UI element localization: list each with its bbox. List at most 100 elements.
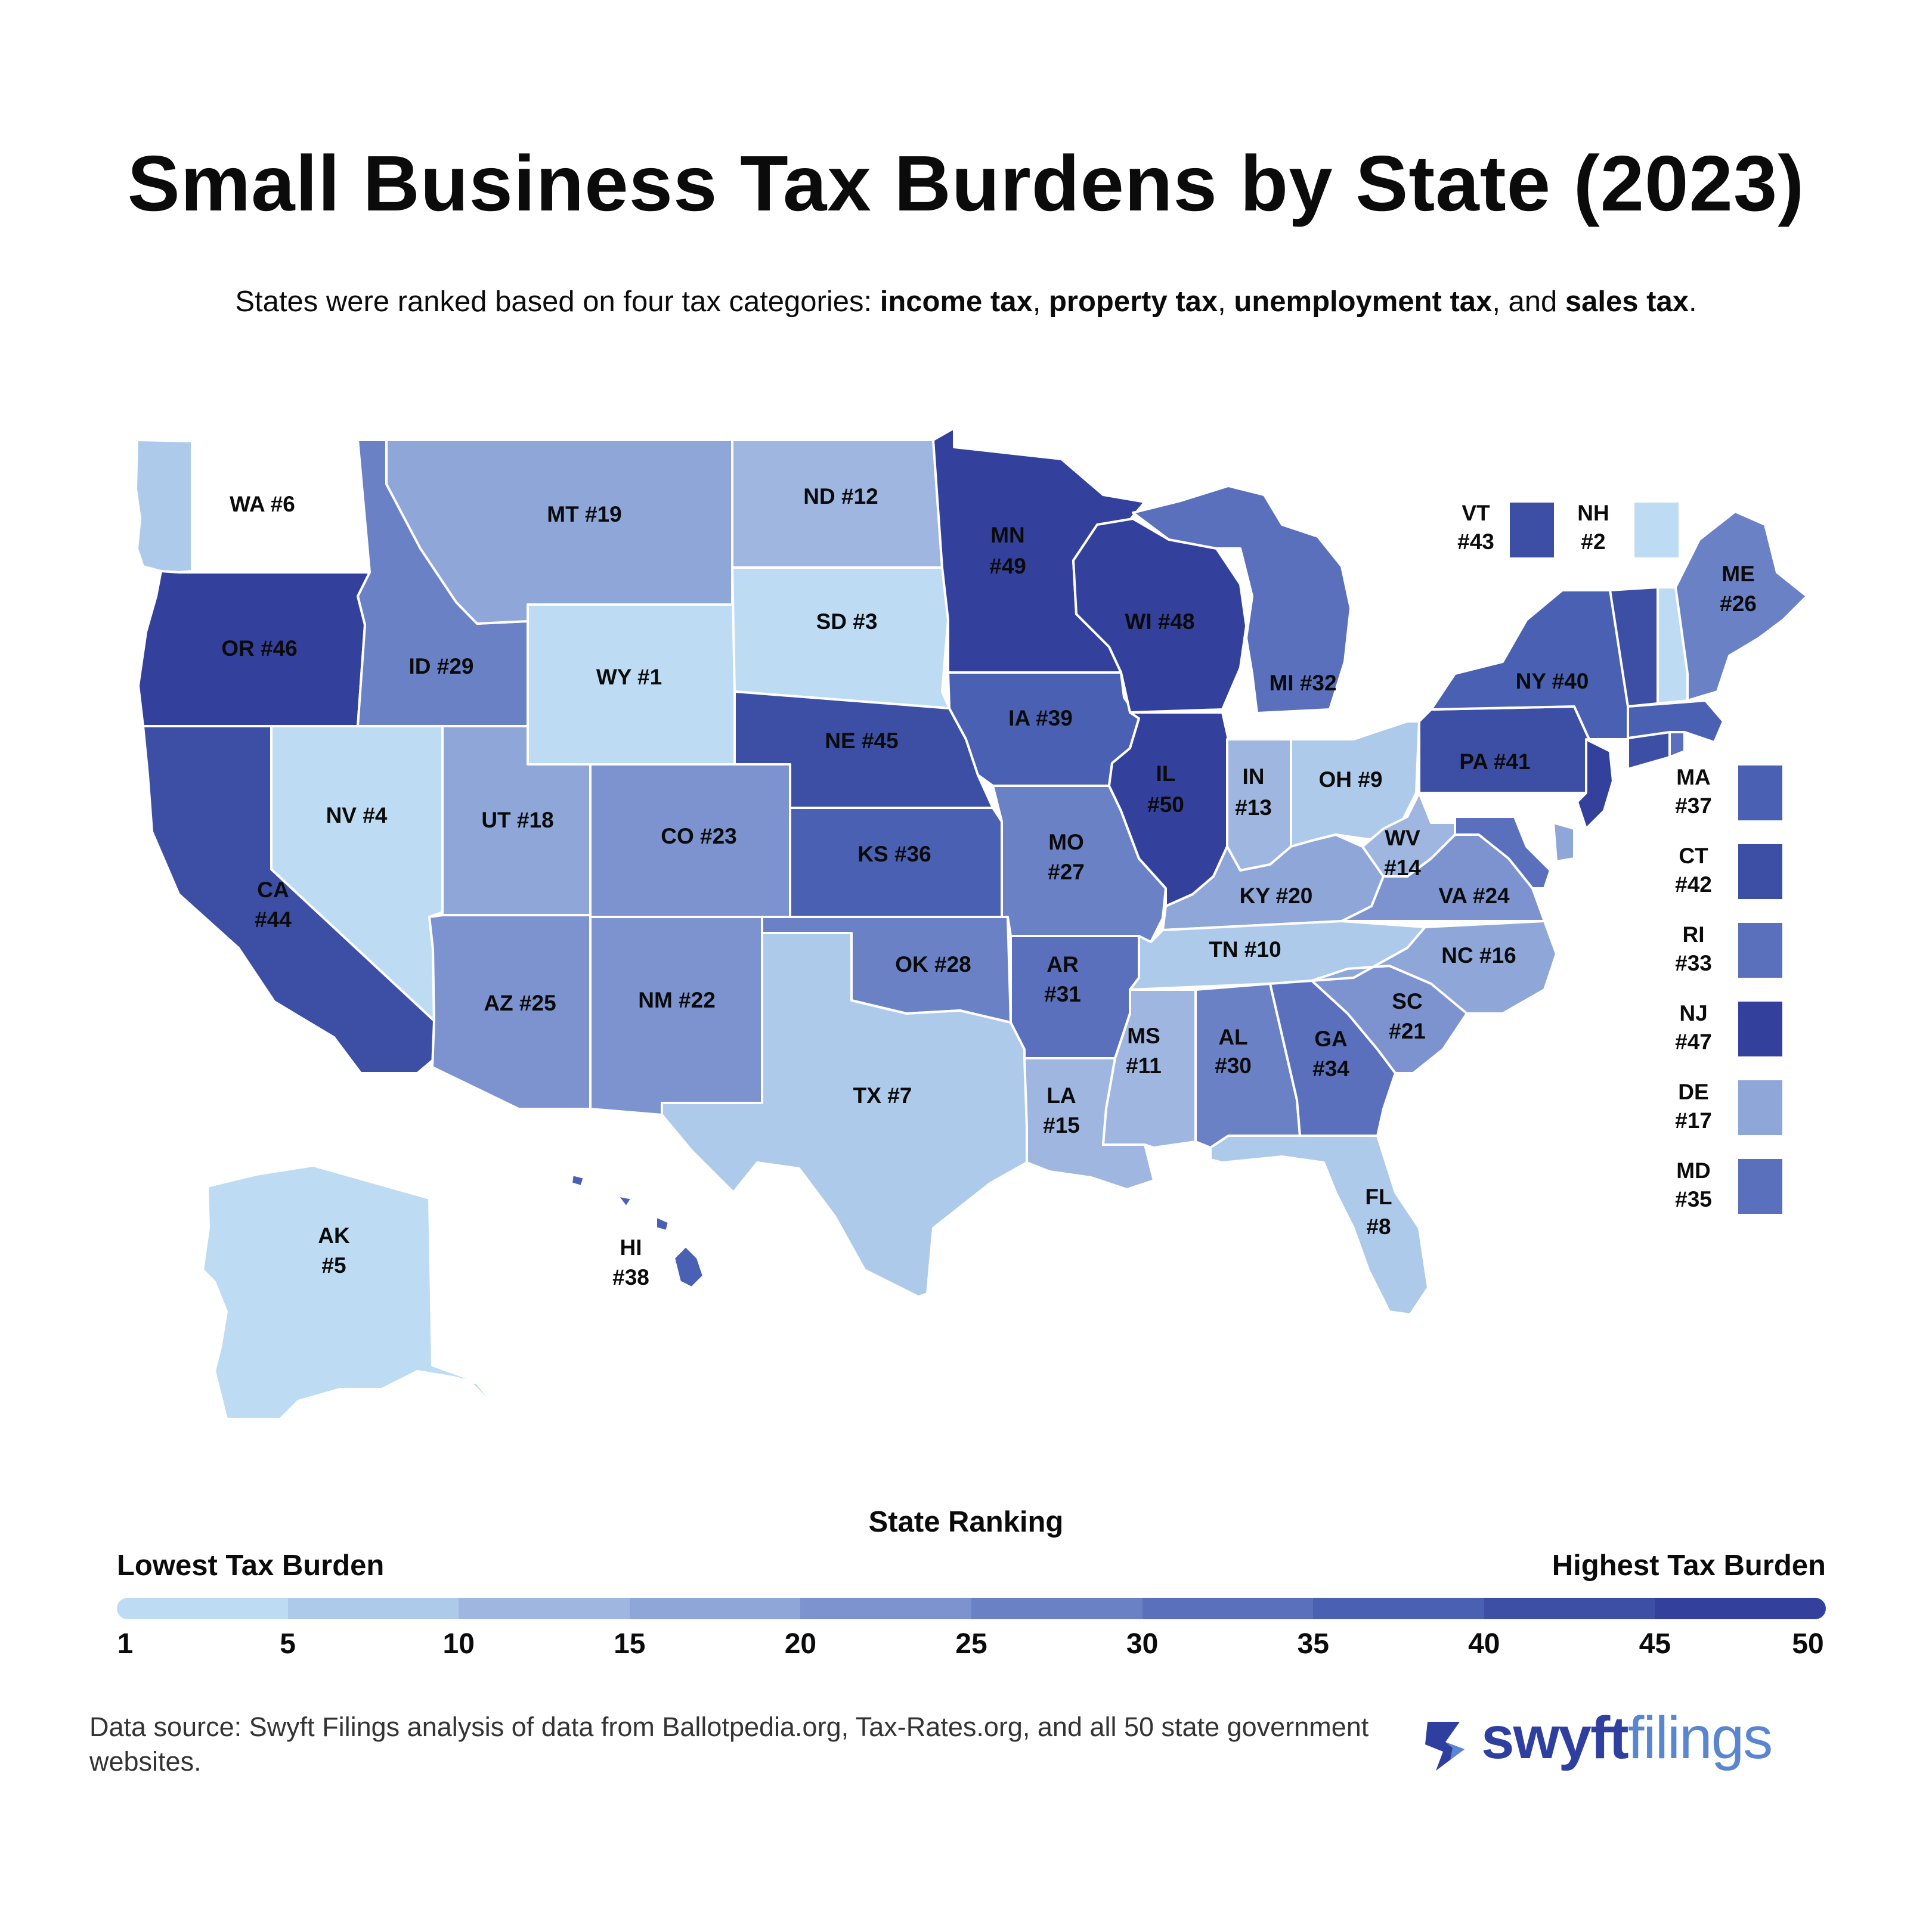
state-label-ak-rank: #5 — [321, 1253, 346, 1278]
state-label-az: AZ #25 — [484, 991, 556, 1015]
labels-layer: WA #6 OR #46 CA #44 NV #4 ID #29 MT #19 WY #1 UT… — [221, 484, 1757, 1290]
state-mi — [1132, 485, 1352, 714]
swatch-label-ri-code: RI — [1683, 922, 1705, 947]
swatch-label-nj-rank: #47 — [1675, 1030, 1712, 1054]
state-label-nv: NV #4 — [326, 803, 388, 828]
state-label-me-code: ME — [1722, 562, 1755, 586]
state-label-il-rank: #50 — [1147, 792, 1184, 817]
state-label-va: VA #24 — [1438, 884, 1510, 908]
legend-color-bar — [117, 1598, 1826, 1619]
legend-segment-1 — [117, 1598, 288, 1619]
subtitle-sep-3: , and — [1492, 286, 1565, 318]
state-label-sc-code: SC — [1392, 989, 1422, 1014]
state-label-mo-code: MO — [1048, 830, 1084, 854]
state-label-mi: MI #32 — [1269, 671, 1336, 695]
state-label-ms-rank: #11 — [1126, 1053, 1162, 1078]
legend-tick-1: 1 — [117, 1628, 134, 1660]
swatch-label-vt-rank: #43 — [1457, 529, 1494, 554]
subtitle-end: . — [1688, 286, 1697, 318]
state-label-wv-code: WV — [1385, 826, 1420, 850]
legend-tick-30: 30 — [1126, 1628, 1159, 1660]
state-label-ut: UT #18 — [481, 808, 553, 832]
state-label-la-code: LA — [1046, 1083, 1076, 1108]
swatch-de — [1738, 1080, 1782, 1135]
swatch-label-nj-code: NJ — [1679, 1001, 1707, 1025]
swatch-ma — [1738, 766, 1782, 820]
subtitle-sep-2: , — [1218, 286, 1234, 318]
swatch-ct — [1738, 844, 1782, 899]
state-wa — [135, 439, 193, 574]
legend-tick-20: 20 — [784, 1628, 817, 1660]
state-label-nd: ND #12 — [803, 484, 878, 509]
state-label-ar-code: AR — [1046, 952, 1078, 977]
state-label-ar-rank: #31 — [1044, 982, 1081, 1006]
state-label-pa: PA #41 — [1459, 749, 1530, 774]
state-tx — [661, 932, 1028, 1298]
state-hi — [570, 1173, 705, 1289]
state-wi — [1072, 517, 1247, 714]
subtitle-intro: States were ranked based on four tax cat… — [235, 286, 880, 318]
swatch-ri — [1738, 923, 1782, 978]
state-label-ca-code: CA — [257, 878, 289, 902]
state-label-hi-code: HI — [620, 1235, 642, 1260]
state-label-sc-rank: #21 — [1389, 1019, 1426, 1043]
state-fl — [1209, 1135, 1429, 1316]
state-label-il-code: IL — [1156, 761, 1176, 786]
legend-low-label: Lowest Tax Burden — [117, 1549, 385, 1582]
legend-segment-3 — [459, 1598, 630, 1619]
swatch-label-nh-code: NH — [1577, 501, 1609, 525]
state-ma — [1627, 699, 1724, 743]
states-layer — [135, 427, 1808, 1432]
state-label-ms-code: MS — [1127, 1024, 1160, 1048]
swatch-label-ri-rank: #33 — [1675, 951, 1712, 975]
state-label-wv-rank: #14 — [1384, 856, 1421, 880]
swatch-label-ma-rank: #37 — [1675, 794, 1712, 818]
category-income-tax: income tax — [880, 286, 1033, 318]
state-sd — [731, 566, 950, 709]
state-label-ky: KY #20 — [1240, 884, 1313, 908]
legend-tick-5: 5 — [280, 1628, 296, 1660]
state-label-ia: IA #39 — [1008, 706, 1073, 730]
swatch-label-de-rank: #17 — [1675, 1108, 1712, 1133]
state-label-ks: KS #36 — [857, 842, 931, 866]
state-nj — [1576, 738, 1614, 830]
swatch-label-de-code: DE — [1678, 1080, 1708, 1104]
state-label-mo-rank: #27 — [1048, 860, 1085, 884]
legend-segment-9 — [1484, 1598, 1655, 1619]
legend-segment-5 — [800, 1598, 971, 1619]
category-sales-tax: sales tax — [1565, 286, 1689, 318]
state-label-fl-rank: #8 — [1366, 1214, 1391, 1239]
category-property-tax: property tax — [1048, 286, 1218, 318]
state-label-wa: WA #6 — [230, 492, 295, 516]
legend-tick-45: 45 — [1639, 1628, 1671, 1660]
brand-wordmark: swyftfilings — [1481, 1704, 1773, 1772]
swatch-label-vt-code: VT — [1462, 501, 1490, 525]
state-label-tx: TX #7 — [853, 1083, 912, 1108]
brand-logo: swyftfilings — [1423, 1704, 1816, 1775]
state-md — [1454, 816, 1552, 890]
page-title: Small Business Tax Burdens by State (202… — [127, 140, 1805, 227]
state-label-oh: OH #9 — [1319, 767, 1383, 792]
state-label-mn-rank: #49 — [989, 554, 1026, 578]
state-label-co: CO #23 — [661, 824, 737, 848]
brand-mark-icon — [1425, 1722, 1465, 1771]
swatch-nh — [1634, 503, 1679, 557]
state-ri — [1668, 731, 1686, 758]
legend-segment-6 — [971, 1598, 1143, 1619]
state-label-hi-rank: #38 — [612, 1265, 649, 1290]
swatch-label-ma-code: MA — [1676, 765, 1711, 789]
state-ak — [202, 1164, 526, 1432]
swatch-label-nh-rank: #2 — [1581, 529, 1605, 554]
legend-tick-15: 15 — [614, 1628, 646, 1660]
legend-segment-7 — [1142, 1598, 1314, 1619]
swatch-label-md-rank: #35 — [1675, 1187, 1712, 1211]
state-label-wy: WY #1 — [596, 665, 662, 689]
state-label-nm: NM #22 — [638, 988, 716, 1012]
legend-tick-35: 35 — [1297, 1628, 1329, 1660]
legend-tick-10: 10 — [442, 1628, 475, 1660]
state-label-ok: OK #28 — [895, 952, 971, 977]
state-label-mt: MT #19 — [547, 502, 621, 526]
legend-segment-10 — [1655, 1598, 1826, 1619]
state-label-or: OR #46 — [221, 636, 298, 661]
swatch-md — [1738, 1159, 1782, 1214]
